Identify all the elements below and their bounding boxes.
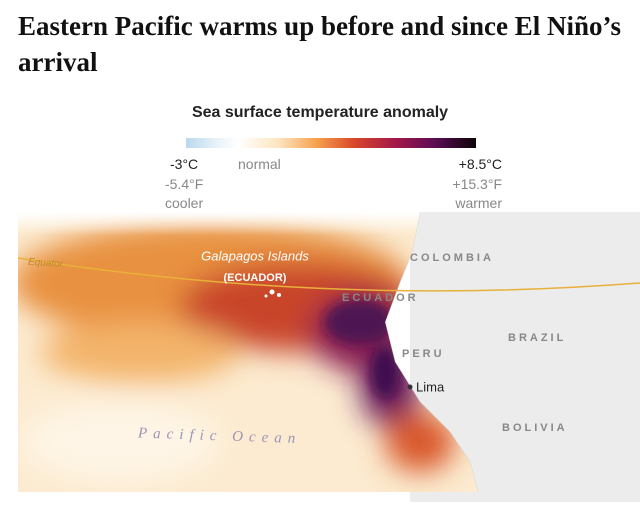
galapagos-label: Galapagos Islands: [201, 248, 309, 263]
equator-line: [17, 257, 640, 292]
galapagos-country-label: (ECUADOR): [224, 272, 287, 284]
map: Equator Galapagos Islands (ECUADOR) COLO…: [17, 212, 640, 502]
legend-color-bar: [186, 138, 476, 148]
legend-min-c: -3°C: [170, 156, 199, 172]
city-label: Lima: [416, 379, 445, 394]
country-label: BOLIVIA: [502, 422, 568, 434]
country-label: ECUADOR: [342, 292, 419, 304]
legend-cooler: cooler: [165, 195, 204, 211]
legend-warmer: warmer: [455, 195, 502, 211]
legend-min-f: -5.4°F: [165, 176, 204, 192]
country-label: BRAZIL: [508, 332, 566, 344]
legend-title: Sea surface temperature anomaly: [191, 104, 449, 121]
equator-label: Equator: [28, 257, 64, 270]
headline: Eastern Pacific warms up before and sinc…: [18, 11, 621, 77]
country-label: PERU: [402, 348, 445, 360]
legend-normal: normal: [238, 156, 281, 172]
legend-max-c: +8.5°C: [458, 156, 502, 172]
lima-dot: [407, 384, 413, 390]
country-label: COLOMBIA: [410, 252, 494, 264]
legend-max-f: +15.3°F: [452, 176, 502, 192]
galapagos-islands: [264, 289, 281, 298]
ocean-label: Pacific Ocean: [137, 425, 302, 447]
